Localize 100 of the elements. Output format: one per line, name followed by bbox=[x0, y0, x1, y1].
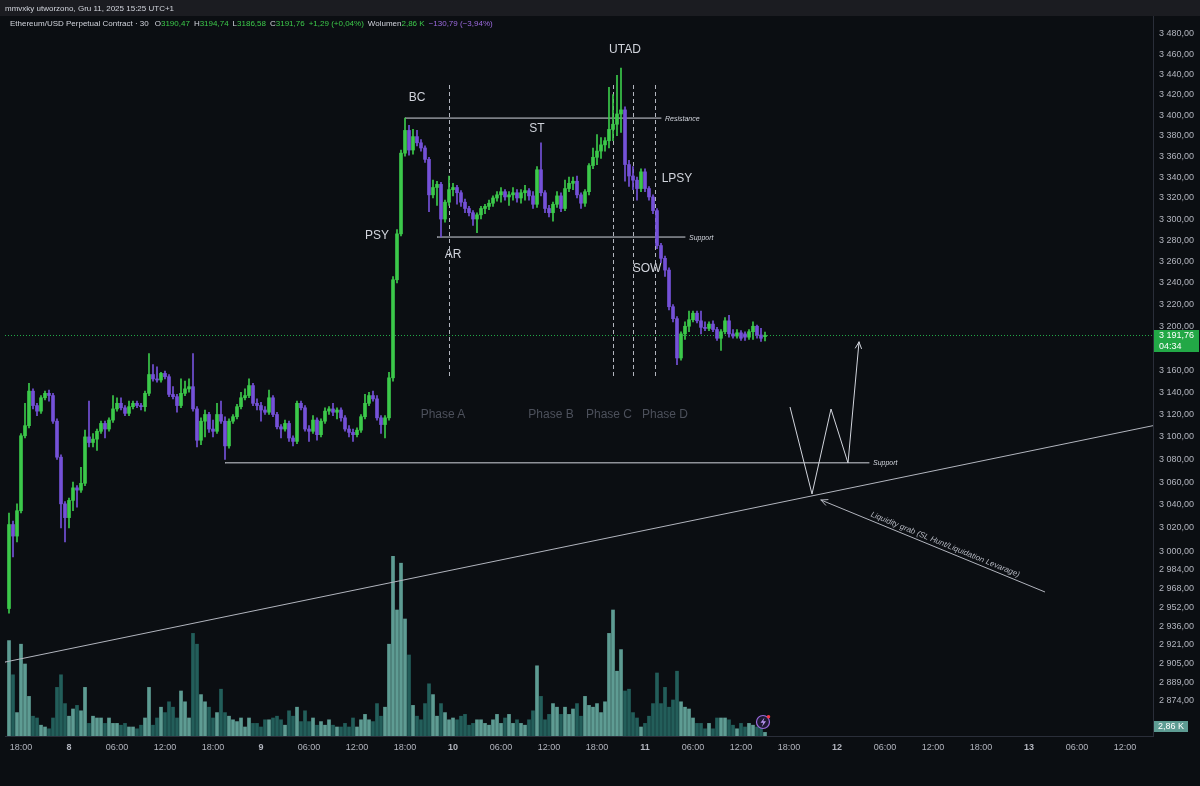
x-tick-label: 18:00 bbox=[585, 741, 609, 752]
annotation: C bbox=[269, 19, 276, 29]
annotation: 3186,58 bbox=[237, 19, 266, 29]
bar bbox=[335, 726, 339, 736]
bar bbox=[375, 703, 379, 736]
x-tick-label: 13 bbox=[1023, 741, 1035, 752]
bar bbox=[675, 670, 679, 736]
bar bbox=[415, 715, 419, 736]
bar bbox=[207, 706, 211, 736]
bar bbox=[563, 706, 567, 736]
x-tick-label: 12:00 bbox=[153, 741, 177, 752]
annotation: SOW bbox=[632, 261, 662, 275]
bar bbox=[723, 717, 727, 736]
y-tick-label: 2 921,00 bbox=[1159, 638, 1195, 649]
bar bbox=[695, 723, 699, 736]
x-tick-label: 18:00 bbox=[777, 741, 801, 752]
bar bbox=[715, 717, 719, 736]
x-tick-label: 06:00 bbox=[873, 741, 897, 752]
bar bbox=[687, 708, 691, 736]
bar bbox=[339, 726, 343, 736]
x-tick-label: 06:00 bbox=[297, 741, 321, 752]
candlestick bbox=[87, 400, 91, 448]
annotation: ST bbox=[529, 121, 545, 135]
x-tick-label: 12 bbox=[831, 741, 843, 752]
bar bbox=[655, 672, 659, 736]
x-tick-label: 18:00 bbox=[9, 741, 33, 752]
candlestick bbox=[619, 67, 623, 133]
bar bbox=[471, 723, 475, 736]
y-tick-label: 3 340,00 bbox=[1159, 171, 1195, 182]
bar bbox=[411, 705, 415, 736]
candlestick bbox=[351, 428, 355, 442]
y-tick-label: 3 140,00 bbox=[1159, 386, 1195, 397]
bar bbox=[455, 719, 459, 736]
bar bbox=[399, 562, 403, 736]
bar bbox=[727, 719, 731, 736]
ref-line-label: 3 191,76 bbox=[1154, 329, 1199, 341]
text: 04:34 bbox=[1154, 340, 1199, 352]
bar bbox=[19, 643, 23, 736]
bar bbox=[495, 714, 499, 736]
y-tick-label: 3 060,00 bbox=[1159, 476, 1195, 487]
annotation: Phase C bbox=[585, 407, 633, 421]
bar bbox=[571, 708, 575, 736]
chart-title: Ethereum/USD Perpetual Contract · 30 bbox=[10, 19, 149, 29]
bar bbox=[595, 703, 599, 736]
bar bbox=[283, 724, 287, 736]
bar bbox=[11, 674, 15, 736]
y-tick-label: 2 889,00 bbox=[1159, 677, 1195, 688]
y-tick-label: 2 936,00 bbox=[1159, 620, 1195, 631]
annotation: −130,79 (−3,94%) bbox=[428, 19, 493, 29]
bar bbox=[75, 705, 79, 736]
bar bbox=[147, 687, 151, 736]
bar bbox=[627, 688, 631, 736]
bar bbox=[699, 723, 703, 736]
x-tick-label: 12:00 bbox=[1113, 741, 1137, 752]
bar bbox=[227, 715, 231, 736]
bar bbox=[575, 703, 579, 736]
bar bbox=[35, 717, 39, 736]
annotation: 3191,76 bbox=[275, 19, 305, 29]
bar bbox=[551, 703, 555, 736]
annotation: L bbox=[232, 19, 238, 29]
y-tick-label: 3 440,00 bbox=[1159, 68, 1195, 79]
candlestick bbox=[571, 176, 575, 190]
bar bbox=[583, 696, 587, 736]
candlestick bbox=[499, 187, 503, 203]
y-tick-label: 3 260,00 bbox=[1159, 256, 1195, 267]
bar bbox=[91, 715, 95, 736]
bar bbox=[99, 717, 103, 736]
y-tick-label: 3 160,00 bbox=[1159, 364, 1195, 375]
bar bbox=[155, 717, 159, 736]
y-tick-label: 3 360,00 bbox=[1159, 150, 1195, 161]
bar bbox=[295, 706, 299, 736]
bar bbox=[747, 723, 751, 736]
bar bbox=[407, 654, 411, 736]
x-tick-label: 06:00 bbox=[105, 741, 129, 752]
bar bbox=[439, 703, 443, 736]
bar bbox=[139, 724, 143, 736]
y-tick-label: 3 280,00 bbox=[1159, 234, 1195, 245]
bar bbox=[107, 717, 111, 736]
bar bbox=[271, 717, 275, 736]
bar bbox=[315, 724, 319, 736]
bar bbox=[475, 719, 479, 736]
bar bbox=[135, 728, 139, 736]
bar bbox=[131, 726, 135, 736]
bar bbox=[519, 723, 523, 736]
bar bbox=[523, 724, 527, 736]
bar bbox=[167, 701, 171, 736]
bar bbox=[179, 690, 183, 736]
bar bbox=[663, 687, 667, 736]
bar bbox=[327, 719, 331, 736]
annotation: Phase B bbox=[528, 407, 574, 421]
y-tick-label: 3 080,00 bbox=[1159, 453, 1195, 464]
y-tick-label: 3 320,00 bbox=[1159, 192, 1195, 203]
y-tick-label: 3 120,00 bbox=[1159, 408, 1195, 419]
candlestick bbox=[335, 407, 339, 420]
annotation: AR bbox=[444, 247, 462, 261]
bar bbox=[431, 694, 435, 736]
annotation: O bbox=[154, 19, 161, 29]
x-tick-label: 8 bbox=[66, 741, 72, 752]
y-tick-label: 3 000,00 bbox=[1159, 545, 1195, 556]
bar bbox=[539, 696, 543, 736]
